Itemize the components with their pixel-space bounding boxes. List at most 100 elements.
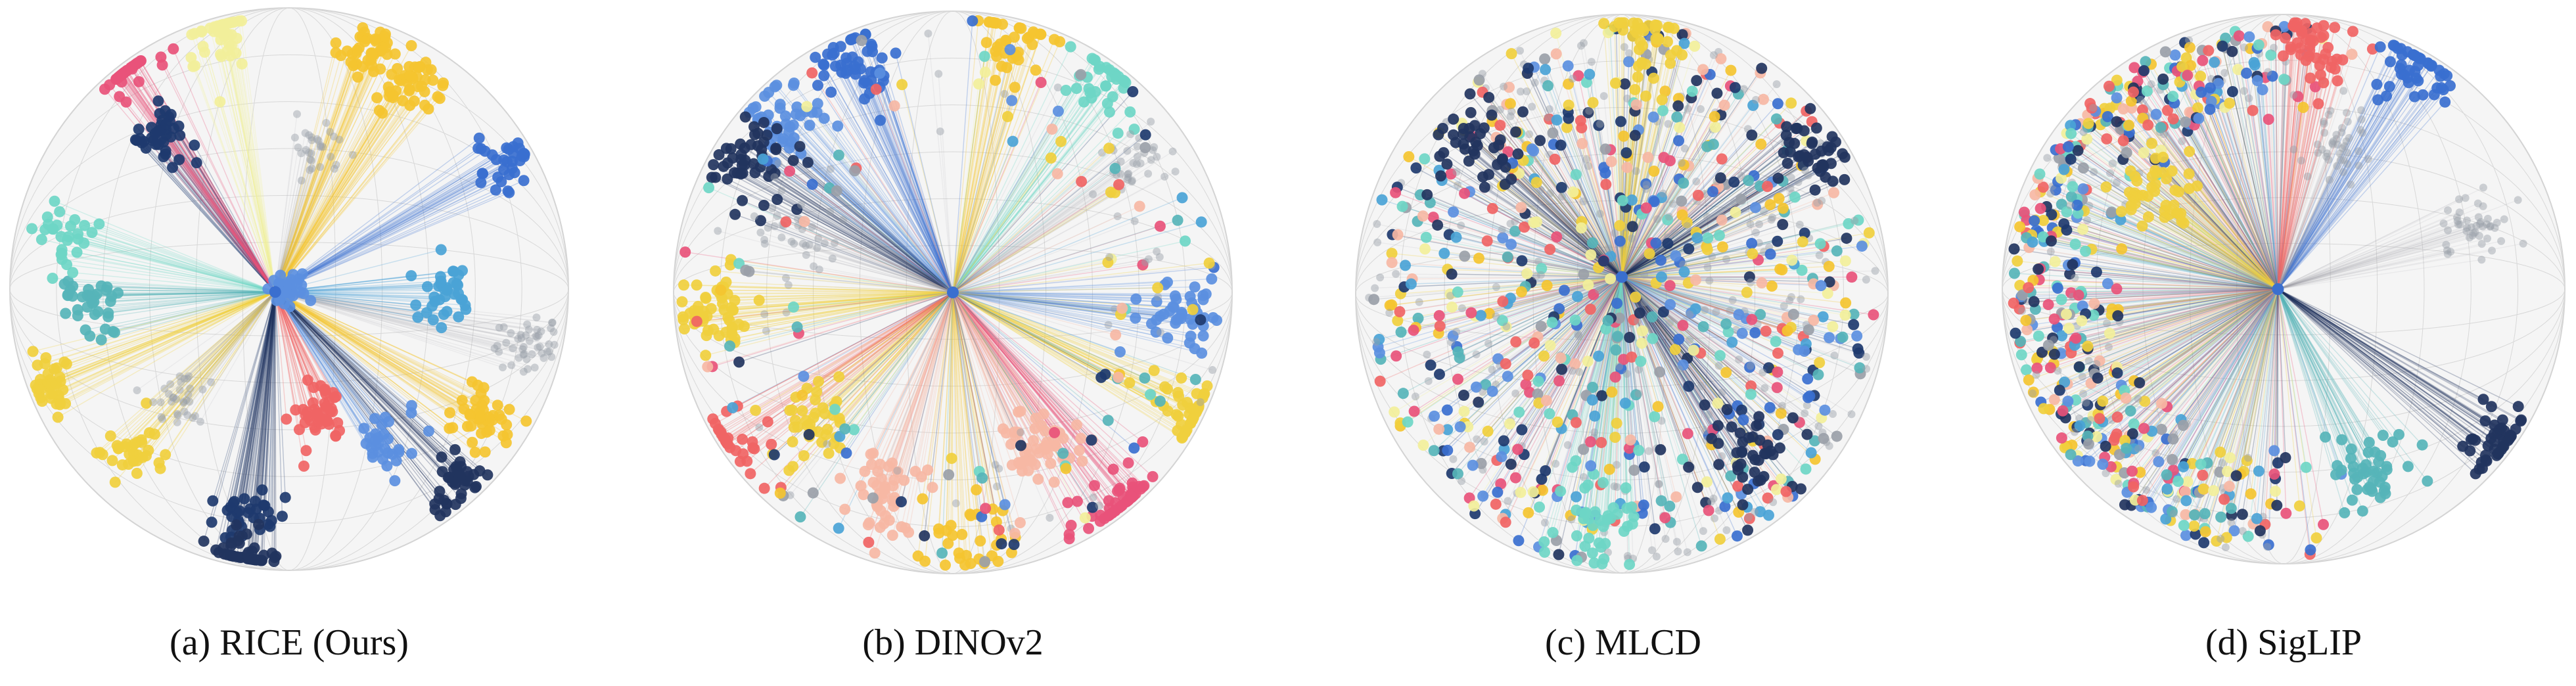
embedding-point xyxy=(1419,153,1431,165)
projection-line xyxy=(177,291,276,415)
projection-line xyxy=(98,291,275,313)
projection-line xyxy=(49,291,276,388)
projection-line xyxy=(1621,277,1653,339)
embedding-point xyxy=(758,116,770,128)
projection-line xyxy=(823,118,954,293)
embedding-point xyxy=(1541,279,1553,291)
embedding-point xyxy=(1447,330,1459,342)
projection-line xyxy=(84,225,275,292)
embedding-point xyxy=(1144,170,1153,178)
projection-line xyxy=(839,292,954,479)
projection-line xyxy=(952,292,1183,439)
projection-line xyxy=(952,55,1017,293)
projection-line xyxy=(742,292,954,440)
projection-line xyxy=(1592,277,1622,400)
embedding-point xyxy=(1112,127,1124,139)
projection-line xyxy=(952,292,961,559)
projection-line xyxy=(275,292,304,410)
projection-line xyxy=(871,51,954,293)
projection-line xyxy=(869,93,954,293)
projection-line xyxy=(172,167,276,292)
projection-line xyxy=(1621,277,1630,405)
projection-line xyxy=(275,291,436,511)
projection-line xyxy=(223,35,276,292)
embedding-point xyxy=(492,400,503,411)
embedding-point xyxy=(198,536,210,547)
embedding-point xyxy=(207,495,219,507)
embedding-point xyxy=(924,30,932,38)
embedding-point xyxy=(796,389,808,401)
projection-line xyxy=(952,292,1199,406)
embedding-point xyxy=(875,114,886,126)
projection-line xyxy=(938,74,954,293)
projection-line xyxy=(65,291,276,404)
embedding-point xyxy=(1124,170,1132,179)
projection-line xyxy=(952,85,1107,293)
embedding-point xyxy=(530,363,539,372)
embedding-point xyxy=(1596,390,1608,401)
embedding-point xyxy=(865,66,877,78)
embedding-point xyxy=(189,139,200,151)
projection-line xyxy=(785,221,954,293)
embedding-point xyxy=(760,239,769,248)
projection-line xyxy=(952,292,1026,453)
embedding-point xyxy=(106,455,118,467)
embedding-point xyxy=(1741,286,1753,298)
projection-line xyxy=(1621,276,1705,311)
projection-line xyxy=(1621,211,1764,278)
projection-line xyxy=(275,147,507,292)
projection-line xyxy=(796,106,954,293)
projection-line xyxy=(275,291,377,434)
projection-line xyxy=(1572,78,1622,277)
projection-line xyxy=(52,277,275,292)
projection-line xyxy=(170,291,276,385)
embedding-point xyxy=(507,361,516,369)
projection-line xyxy=(733,292,954,311)
projection-line xyxy=(221,24,276,292)
projection-line xyxy=(121,81,276,292)
projection-line xyxy=(755,292,954,411)
projection-line xyxy=(47,291,276,384)
projection-line xyxy=(1575,193,1622,277)
projection-line xyxy=(1582,201,1622,277)
projection-line xyxy=(952,292,1122,309)
embedding-point xyxy=(896,79,908,91)
embedding-point xyxy=(197,41,209,53)
projection-line xyxy=(952,88,1077,293)
projection-line xyxy=(952,292,1119,378)
embedding-point xyxy=(975,535,986,547)
projection-line xyxy=(858,61,954,293)
embedding-point xyxy=(522,355,531,363)
embedding-point xyxy=(360,438,372,449)
projection-line xyxy=(952,292,1000,530)
embedding-point xyxy=(1083,522,1095,534)
embedding-point xyxy=(808,223,816,231)
embedding-point xyxy=(373,104,385,116)
projection-line xyxy=(83,242,275,292)
projection-line xyxy=(952,292,1130,501)
projection-line xyxy=(275,96,390,292)
embedding-point xyxy=(1134,200,1145,212)
embedding-point xyxy=(833,149,844,161)
projection-line xyxy=(952,49,1011,293)
projection-line xyxy=(275,291,538,331)
projection-line xyxy=(1621,277,1663,421)
projection-line xyxy=(275,291,523,350)
projection-line xyxy=(952,43,1001,293)
projection-line xyxy=(1492,276,1622,392)
embedding-point xyxy=(818,112,830,124)
projection-line xyxy=(952,292,1070,535)
projection-line xyxy=(768,92,954,293)
projection-line xyxy=(1373,276,1622,300)
projection-line xyxy=(129,291,276,455)
projection-line xyxy=(727,292,954,439)
embedding-point xyxy=(1139,372,1151,384)
projection-line xyxy=(1621,99,1764,277)
projection-line xyxy=(783,225,954,293)
projection-line xyxy=(1621,276,1826,411)
projection-line xyxy=(952,262,1210,293)
embedding-point xyxy=(739,111,751,123)
projection-line xyxy=(952,150,1114,293)
projection-line xyxy=(952,181,1082,293)
projection-line xyxy=(72,272,275,292)
